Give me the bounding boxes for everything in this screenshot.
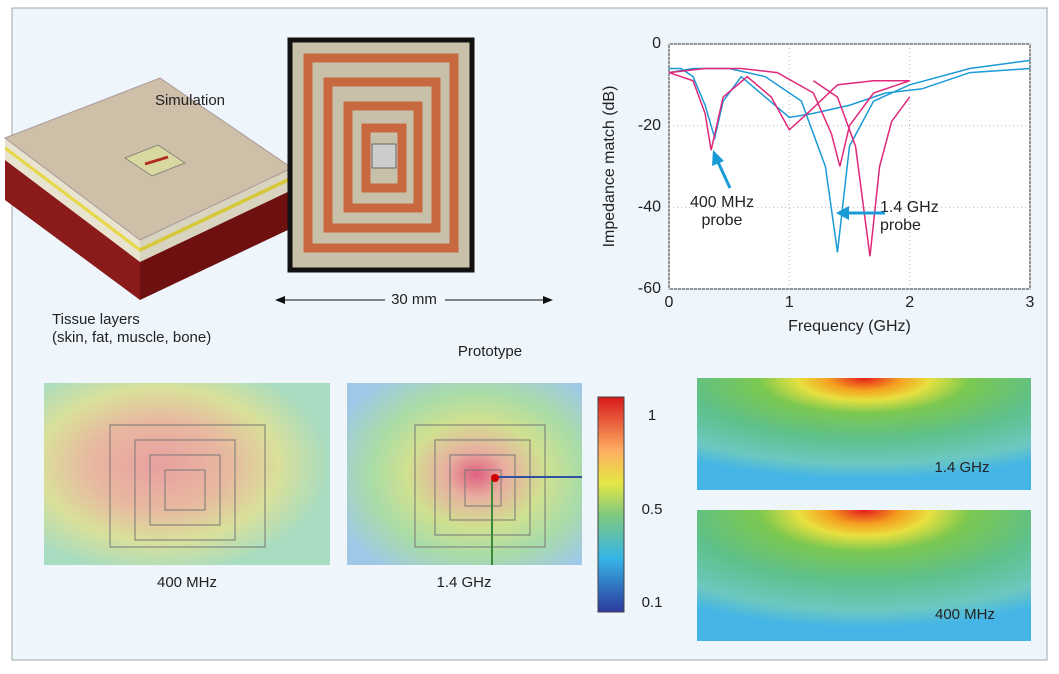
x-axis-label: Frequency (GHz) [788, 318, 911, 335]
y-tick-label: -60 [638, 280, 661, 297]
simulation-label: Simulation [155, 92, 225, 109]
x-tick-label: 0 [665, 294, 674, 311]
x-tick-label: 1 [785, 294, 794, 311]
colorbar [598, 397, 624, 612]
scale-label: 30 mm [391, 291, 437, 308]
side-label: 400 MHz [935, 606, 995, 623]
side-tick-label: 1 [648, 407, 656, 424]
heatmap [44, 383, 330, 565]
annotation: 400 MHz [690, 194, 754, 211]
y-tick-label: -40 [638, 199, 661, 216]
heatmap [347, 383, 582, 565]
heatmap-caption: 400 MHz [157, 574, 217, 591]
y-tick-label: -20 [638, 117, 661, 134]
plot-area [669, 44, 1030, 289]
annotation: 1.4 GHz [880, 199, 939, 216]
tissue-label: Tissue layers [52, 311, 140, 328]
side-label: 1.4 GHz [934, 459, 989, 476]
x-tick-label: 2 [905, 294, 914, 311]
annotation: probe [880, 217, 921, 234]
side-tick-label: 0.1 [642, 594, 663, 611]
annotation: probe [702, 212, 743, 229]
y-tick-label: 0 [652, 35, 661, 52]
side-tick-label: 0.5 [642, 501, 663, 518]
prototype-photo [290, 40, 472, 270]
tissue-label: (skin, fat, muscle, bone) [52, 329, 211, 346]
prototype-label: Prototype [458, 343, 522, 360]
x-tick-label: 3 [1026, 294, 1035, 311]
figure: Simulation 30 mm Tissue layers (skin, fa… [0, 0, 1059, 669]
heatmap-caption: 1.4 GHz [436, 574, 491, 591]
y-axis-label: Impedance match (dB) [601, 86, 618, 248]
